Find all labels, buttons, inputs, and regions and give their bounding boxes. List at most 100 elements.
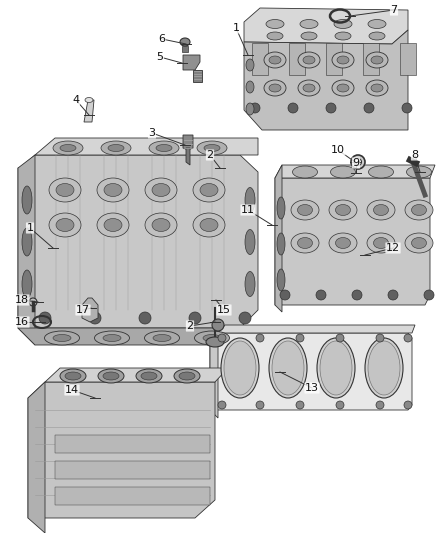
- Ellipse shape: [367, 200, 395, 220]
- Ellipse shape: [212, 319, 224, 331]
- Ellipse shape: [224, 341, 256, 395]
- Polygon shape: [363, 43, 379, 75]
- Ellipse shape: [335, 32, 351, 40]
- Polygon shape: [18, 155, 35, 345]
- Ellipse shape: [368, 166, 393, 178]
- Text: 16: 16: [15, 317, 29, 327]
- Ellipse shape: [246, 59, 254, 71]
- Circle shape: [376, 334, 384, 342]
- Ellipse shape: [269, 84, 281, 92]
- Ellipse shape: [101, 141, 131, 155]
- Ellipse shape: [200, 219, 218, 231]
- Ellipse shape: [153, 335, 171, 342]
- Circle shape: [139, 312, 151, 324]
- Text: 6: 6: [159, 34, 166, 44]
- Ellipse shape: [221, 338, 259, 398]
- Text: 15: 15: [217, 305, 231, 315]
- Ellipse shape: [103, 335, 121, 342]
- Polygon shape: [18, 155, 258, 328]
- Text: 14: 14: [65, 385, 79, 395]
- Ellipse shape: [329, 200, 357, 220]
- Text: 10: 10: [331, 145, 345, 155]
- Ellipse shape: [351, 155, 365, 169]
- Polygon shape: [193, 70, 202, 82]
- Polygon shape: [186, 148, 190, 165]
- Ellipse shape: [366, 52, 388, 68]
- Polygon shape: [183, 55, 200, 70]
- Polygon shape: [28, 382, 215, 518]
- Polygon shape: [275, 178, 430, 305]
- Ellipse shape: [297, 238, 312, 248]
- Polygon shape: [183, 135, 193, 150]
- Ellipse shape: [365, 338, 403, 398]
- Ellipse shape: [269, 56, 281, 64]
- Ellipse shape: [246, 81, 254, 93]
- Ellipse shape: [366, 80, 388, 96]
- Text: 17: 17: [76, 305, 90, 315]
- Ellipse shape: [200, 183, 218, 197]
- Circle shape: [336, 401, 344, 409]
- Polygon shape: [275, 165, 435, 178]
- Ellipse shape: [246, 103, 254, 115]
- Ellipse shape: [332, 52, 354, 68]
- Polygon shape: [400, 43, 416, 75]
- Polygon shape: [45, 368, 228, 382]
- Ellipse shape: [297, 205, 312, 215]
- Ellipse shape: [206, 337, 224, 347]
- Ellipse shape: [49, 213, 81, 237]
- Ellipse shape: [103, 372, 119, 380]
- Ellipse shape: [193, 213, 225, 237]
- Ellipse shape: [293, 166, 318, 178]
- Circle shape: [402, 103, 412, 113]
- Ellipse shape: [405, 233, 433, 253]
- Polygon shape: [244, 30, 408, 130]
- Ellipse shape: [97, 178, 129, 202]
- Circle shape: [404, 334, 412, 342]
- Circle shape: [39, 312, 51, 324]
- Text: 18: 18: [15, 295, 29, 305]
- Ellipse shape: [303, 56, 315, 64]
- Circle shape: [296, 401, 304, 409]
- Circle shape: [256, 334, 264, 342]
- Polygon shape: [218, 325, 415, 333]
- Circle shape: [326, 103, 336, 113]
- Ellipse shape: [245, 230, 255, 254]
- Circle shape: [336, 334, 344, 342]
- Ellipse shape: [29, 298, 37, 306]
- Ellipse shape: [97, 213, 129, 237]
- Ellipse shape: [22, 186, 32, 214]
- Ellipse shape: [45, 331, 80, 345]
- Text: 1: 1: [233, 23, 240, 33]
- Ellipse shape: [266, 20, 284, 28]
- Ellipse shape: [298, 80, 320, 96]
- Circle shape: [364, 103, 374, 113]
- Text: 1: 1: [27, 223, 33, 233]
- Ellipse shape: [22, 228, 32, 256]
- Ellipse shape: [98, 369, 124, 383]
- Ellipse shape: [180, 38, 190, 46]
- Ellipse shape: [136, 369, 162, 383]
- Ellipse shape: [369, 32, 385, 40]
- Ellipse shape: [104, 219, 122, 231]
- Circle shape: [218, 401, 226, 409]
- Ellipse shape: [331, 166, 356, 178]
- Ellipse shape: [411, 205, 427, 215]
- Text: 3: 3: [148, 128, 155, 138]
- Ellipse shape: [374, 205, 389, 215]
- Text: 4: 4: [72, 95, 80, 105]
- Ellipse shape: [269, 338, 307, 398]
- Circle shape: [280, 290, 290, 300]
- Ellipse shape: [334, 20, 352, 28]
- Ellipse shape: [264, 80, 286, 96]
- Ellipse shape: [336, 205, 350, 215]
- Ellipse shape: [291, 200, 319, 220]
- Ellipse shape: [277, 233, 285, 255]
- Ellipse shape: [60, 369, 86, 383]
- Ellipse shape: [337, 84, 349, 92]
- Circle shape: [256, 401, 264, 409]
- Ellipse shape: [85, 98, 93, 102]
- Ellipse shape: [56, 183, 74, 197]
- Ellipse shape: [203, 335, 221, 342]
- Ellipse shape: [317, 338, 355, 398]
- Ellipse shape: [354, 158, 361, 166]
